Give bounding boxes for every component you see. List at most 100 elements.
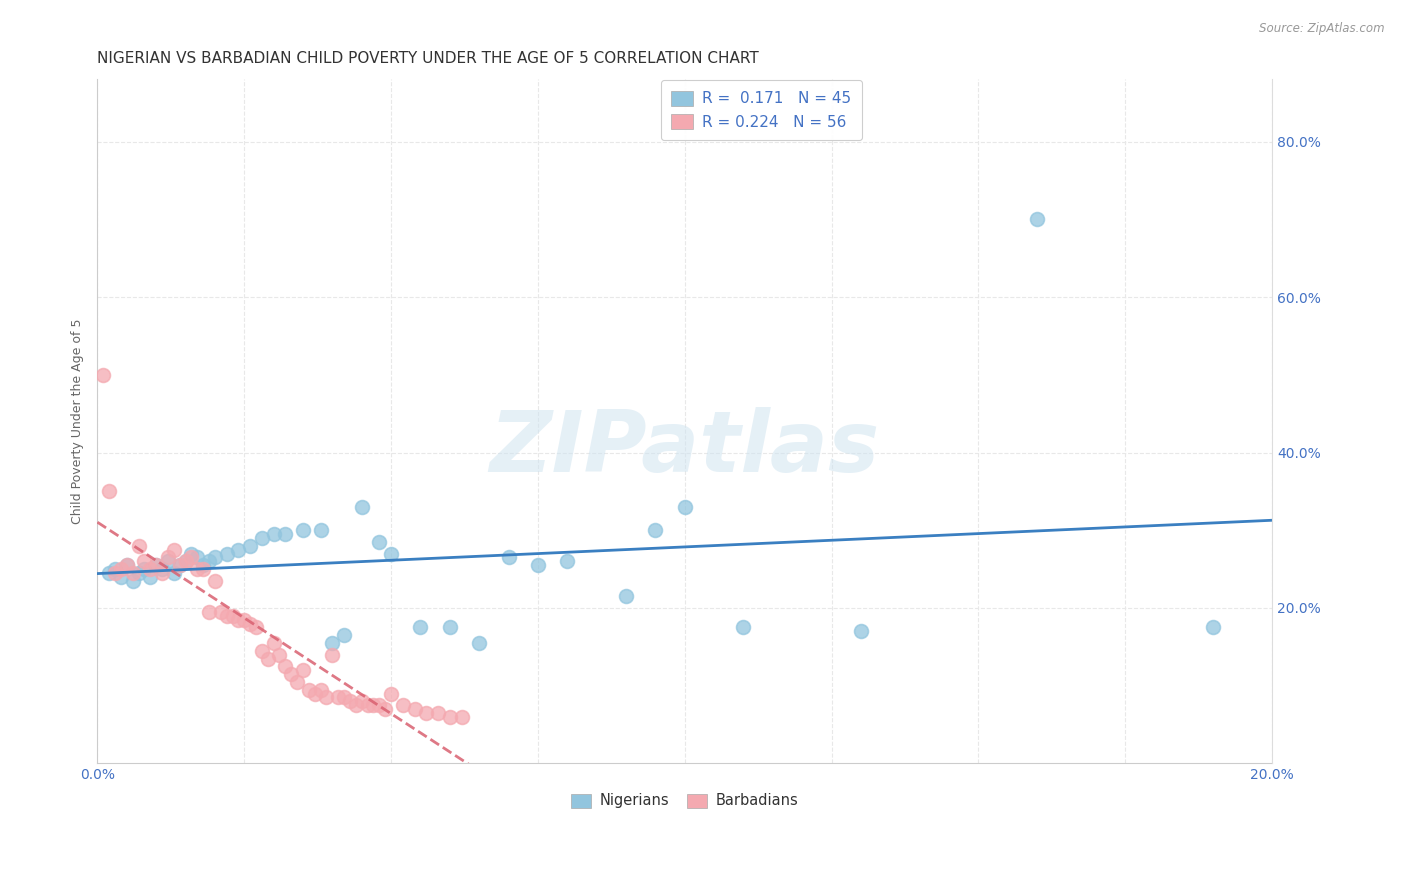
- Point: [204, 574, 226, 588]
- Point: [269, 648, 291, 662]
- Point: [245, 620, 267, 634]
- Point: [291, 523, 314, 537]
- Point: [450, 710, 472, 724]
- Point: [733, 620, 755, 634]
- Point: [263, 636, 285, 650]
- Point: [215, 608, 238, 623]
- Point: [110, 562, 132, 576]
- Point: [228, 613, 250, 627]
- Point: [163, 566, 186, 580]
- Point: [363, 698, 385, 713]
- Point: [468, 636, 491, 650]
- Point: [1202, 620, 1225, 634]
- Text: NIGERIAN VS BARBADIAN CHILD POVERTY UNDER THE AGE OF 5 CORRELATION CHART: NIGERIAN VS BARBADIAN CHILD POVERTY UNDE…: [97, 51, 759, 66]
- Point: [849, 624, 872, 639]
- Point: [350, 694, 373, 708]
- Point: [374, 702, 396, 716]
- Point: [128, 539, 150, 553]
- Text: Source: ZipAtlas.com: Source: ZipAtlas.com: [1260, 22, 1385, 36]
- Point: [285, 674, 308, 689]
- Point: [110, 570, 132, 584]
- Point: [239, 539, 262, 553]
- Point: [315, 690, 337, 705]
- Point: [139, 562, 162, 576]
- Point: [333, 628, 356, 642]
- Point: [145, 558, 167, 573]
- Point: [673, 500, 696, 514]
- Point: [555, 554, 578, 568]
- Point: [644, 523, 666, 537]
- Point: [156, 550, 179, 565]
- Point: [180, 550, 202, 565]
- Point: [274, 659, 297, 673]
- Point: [380, 547, 402, 561]
- Point: [104, 566, 127, 580]
- Point: [427, 706, 450, 720]
- Point: [527, 558, 550, 573]
- Point: [174, 554, 197, 568]
- Point: [498, 550, 520, 565]
- Point: [191, 558, 214, 573]
- Point: [191, 562, 214, 576]
- Point: [104, 562, 127, 576]
- Point: [614, 590, 637, 604]
- Point: [321, 636, 343, 650]
- Point: [1026, 212, 1049, 227]
- Point: [328, 690, 350, 705]
- Point: [250, 531, 273, 545]
- Point: [391, 698, 413, 713]
- Point: [98, 484, 121, 499]
- Point: [121, 574, 143, 588]
- Point: [333, 690, 356, 705]
- Point: [169, 558, 191, 573]
- Point: [344, 698, 367, 713]
- Point: [368, 535, 391, 549]
- Point: [256, 651, 278, 665]
- Point: [415, 706, 437, 720]
- Text: ZIPatlas: ZIPatlas: [489, 408, 880, 491]
- Point: [174, 554, 197, 568]
- Point: [150, 562, 173, 576]
- Point: [304, 686, 326, 700]
- Point: [115, 558, 138, 573]
- Point: [115, 558, 138, 573]
- Point: [309, 523, 332, 537]
- Point: [339, 694, 361, 708]
- Point: [198, 605, 221, 619]
- Point: [91, 368, 114, 382]
- Point: [198, 554, 221, 568]
- Point: [439, 620, 461, 634]
- Point: [280, 667, 302, 681]
- Point: [298, 682, 321, 697]
- Point: [180, 547, 202, 561]
- Point: [350, 500, 373, 514]
- Point: [368, 698, 391, 713]
- Point: [233, 613, 256, 627]
- Point: [156, 554, 179, 568]
- Point: [239, 616, 262, 631]
- Point: [145, 558, 167, 573]
- Point: [150, 566, 173, 580]
- Legend: Nigerians, Barbadians: Nigerians, Barbadians: [565, 788, 804, 814]
- Point: [439, 710, 461, 724]
- Point: [128, 566, 150, 580]
- Point: [121, 566, 143, 580]
- Point: [186, 562, 208, 576]
- Point: [163, 542, 186, 557]
- Point: [215, 547, 238, 561]
- Point: [186, 550, 208, 565]
- Point: [209, 605, 232, 619]
- Point: [134, 562, 156, 576]
- Point: [409, 620, 432, 634]
- Point: [98, 566, 121, 580]
- Point: [169, 558, 191, 573]
- Point: [263, 527, 285, 541]
- Point: [309, 682, 332, 697]
- Point: [321, 648, 343, 662]
- Point: [204, 550, 226, 565]
- Point: [221, 608, 243, 623]
- Point: [291, 663, 314, 677]
- Point: [356, 698, 378, 713]
- Point: [380, 686, 402, 700]
- Point: [404, 702, 426, 716]
